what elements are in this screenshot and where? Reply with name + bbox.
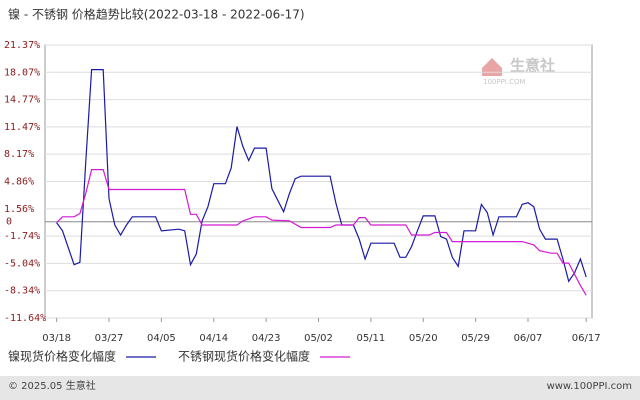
x-tick-label: 05/20 bbox=[409, 333, 438, 344]
watermark-icon bbox=[482, 58, 502, 76]
y-tick-label: -8.34% bbox=[4, 286, 40, 297]
y-tick-label: 14.77% bbox=[4, 95, 40, 106]
legend-label: 不锈钢现货价格变化幅度 bbox=[178, 349, 310, 364]
y-tick-label: 11.47% bbox=[4, 122, 40, 133]
x-tick-label: 06/17 bbox=[572, 333, 601, 344]
watermark-site: 100PPI.COM bbox=[483, 78, 526, 86]
y-tick-label: 0 bbox=[6, 217, 12, 228]
x-tick-label: 03/27 bbox=[95, 333, 124, 344]
y-tick-label: 1.56% bbox=[4, 204, 34, 215]
y-tick-label: -1.74% bbox=[4, 231, 40, 242]
footer-left: © 2025.05 生意社 bbox=[8, 379, 96, 392]
y-tick-label: 21.37% bbox=[4, 40, 40, 51]
x-tick-label: 05/02 bbox=[304, 333, 333, 344]
series-line bbox=[56, 169, 587, 296]
x-tick-label: 03/18 bbox=[42, 333, 71, 344]
chart-title: 镍 - 不锈钢 价格趋势比较(2022-03-18 - 2022-06-17) bbox=[8, 7, 305, 22]
y-tick-label: -11.64% bbox=[4, 313, 46, 324]
y-tick-label: 8.17% bbox=[4, 149, 34, 160]
x-tick-label: 04/14 bbox=[199, 333, 228, 344]
footer-right: www.100PPI.com bbox=[547, 381, 632, 392]
legend-label: 镍现货价格变化幅度 bbox=[8, 349, 116, 364]
series-line bbox=[56, 69, 587, 283]
x-tick-label: 06/07 bbox=[514, 333, 543, 344]
watermark-name: 生意社 bbox=[510, 57, 555, 75]
x-tick-label: 04/23 bbox=[252, 333, 281, 344]
y-tick-label: 4.86% bbox=[4, 177, 34, 188]
y-tick-label: 18.07% bbox=[4, 67, 40, 78]
watermark: 生意社 100PPI.COM bbox=[482, 57, 555, 86]
x-tick-label: 05/11 bbox=[356, 333, 385, 344]
footer-bar bbox=[0, 376, 640, 400]
y-tick-label: -5.04% bbox=[4, 258, 40, 269]
x-tick-label: 05/29 bbox=[461, 333, 490, 344]
x-tick-label: 04/05 bbox=[147, 333, 176, 344]
